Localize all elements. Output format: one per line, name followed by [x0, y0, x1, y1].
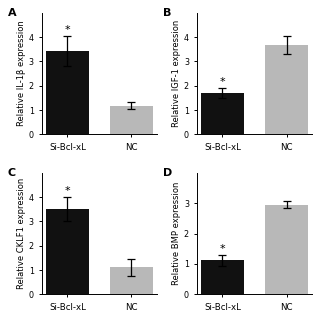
Bar: [265, 205, 308, 294]
Y-axis label: Relative IL-1β expression: Relative IL-1β expression: [17, 21, 26, 126]
Text: A: A: [8, 8, 16, 18]
Bar: [110, 267, 153, 294]
Bar: [265, 45, 308, 134]
Y-axis label: Relative CKLF1 expression: Relative CKLF1 expression: [17, 178, 26, 289]
Text: *: *: [65, 186, 70, 196]
Text: *: *: [65, 25, 70, 35]
Bar: [201, 260, 244, 294]
Y-axis label: Relative IGF-1 expression: Relative IGF-1 expression: [172, 20, 181, 127]
Text: *: *: [220, 77, 225, 87]
Bar: [45, 209, 89, 294]
Bar: [110, 106, 153, 134]
Text: B: B: [163, 8, 171, 18]
Bar: [45, 51, 89, 134]
Y-axis label: Relative BMP expression: Relative BMP expression: [172, 182, 181, 285]
Text: D: D: [163, 168, 172, 178]
Bar: [201, 93, 244, 134]
Text: *: *: [220, 244, 225, 254]
Text: C: C: [8, 168, 16, 178]
